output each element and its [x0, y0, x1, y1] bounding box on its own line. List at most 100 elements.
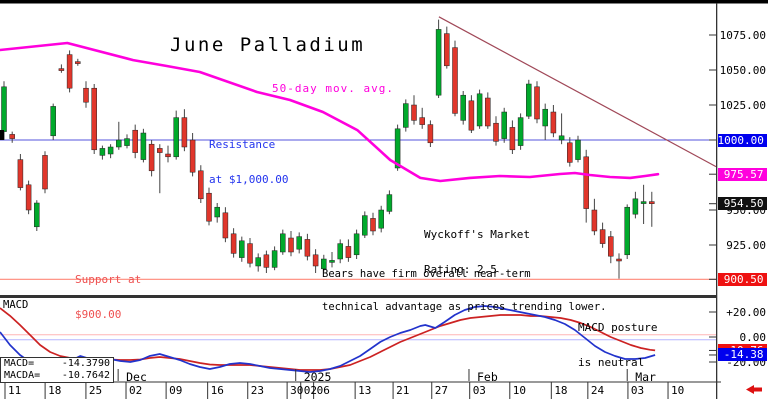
candle-body	[42, 155, 48, 190]
candle-body	[575, 139, 581, 160]
candle-body	[214, 206, 220, 218]
candle-body	[435, 29, 442, 96]
resistance-label-line2: at $1,000.00	[209, 172, 289, 186]
candle-body	[378, 209, 384, 229]
date-tick-label: 30	[290, 384, 304, 397]
candle-body	[534, 86, 540, 120]
macd-axis-highlight-blue: -14.38	[717, 348, 767, 362]
candle-body	[649, 201, 655, 204]
candle-body	[124, 138, 130, 146]
macd-readout-value: -14.3790	[61, 358, 110, 369]
candle-body	[148, 143, 155, 172]
candle-body	[173, 117, 179, 158]
candle-body	[493, 122, 499, 142]
market-rating-line2: Rating: 2.5	[424, 262, 497, 276]
macd-readout-label: MACD=	[4, 358, 35, 369]
candle-body	[271, 250, 278, 268]
chart-title: June Palladium	[170, 34, 366, 56]
candle-body	[75, 61, 81, 64]
macd-panel-top-border	[0, 295, 716, 298]
date-tick-label: 27	[434, 384, 448, 397]
price-axis-highlight-red: 900.50	[717, 272, 767, 286]
date-tick-label: 25	[88, 384, 103, 397]
resistance-label: Resistance at $1,000.00	[209, 116, 288, 208]
support-label: Support at $900.00	[75, 251, 141, 343]
candle-body	[485, 97, 491, 127]
candle-body	[304, 239, 311, 257]
candle-body	[608, 236, 614, 257]
candle-body	[198, 170, 204, 200]
macd-readout-box: MACD= -14.3790 MACDA= -10.7642	[0, 357, 114, 383]
date-tick-label: 24	[590, 384, 605, 397]
candle-body	[567, 142, 573, 163]
scroll-arrow-icon[interactable]	[746, 385, 762, 394]
candle-body	[312, 254, 319, 267]
candle-body	[206, 192, 212, 222]
macd-axis-label: 0.00	[739, 331, 767, 344]
candle-body	[263, 254, 270, 268]
resistance-label-line1: Resistance	[209, 138, 276, 151]
candle-body	[394, 128, 401, 169]
candle-body	[247, 243, 253, 264]
price-axis-highlight-magenta: 975.57	[717, 167, 767, 181]
support-label-line1: Support at	[75, 273, 142, 286]
price-axis-label: 925.00	[726, 239, 766, 252]
candle-body	[280, 233, 286, 253]
macd-readout-row: MACD= -14.3790	[1, 358, 113, 370]
price-axis-highlight-blue: 1000.00	[717, 133, 767, 147]
candle-body	[583, 156, 589, 209]
macd-panel-label: MACD	[3, 299, 29, 311]
candle-body	[239, 240, 245, 258]
candle-body	[9, 134, 15, 139]
date-axis-border	[0, 381, 721, 383]
macd-posture-line1: MACD posture	[578, 321, 658, 334]
candle-body	[107, 146, 114, 155]
macda-readout-label: MACDA=	[4, 370, 41, 381]
candle-body	[526, 83, 532, 117]
date-tick-label: 13	[358, 384, 372, 397]
date-tick-label: 02	[303, 384, 317, 397]
candle-body	[386, 194, 393, 212]
date-tick-label: 02	[129, 384, 143, 397]
candle-body	[329, 260, 335, 263]
candle-body	[550, 111, 557, 134]
candle-body	[345, 246, 352, 258]
macd-axis-label: +20.00	[726, 306, 766, 319]
candle-body	[632, 198, 639, 215]
candle-body	[640, 201, 647, 204]
price-axis-highlight-black: 954.50	[717, 197, 767, 211]
candle-body	[165, 153, 171, 158]
candle-body	[542, 108, 548, 127]
candle-body	[599, 229, 606, 244]
candle-body	[444, 33, 450, 67]
candle-body	[616, 258, 622, 262]
commentary-line1: Bears have firm overall near-term	[322, 268, 531, 280]
candle-body	[255, 257, 261, 267]
date-tick-label: 18	[554, 384, 568, 397]
candle-body	[181, 117, 188, 148]
candle-body	[411, 104, 417, 121]
market-rating-label: Wyckoff's Market Rating: 2.5	[424, 206, 530, 298]
candle-body	[91, 87, 97, 151]
candle-body	[25, 184, 32, 211]
top-border	[0, 0, 768, 4]
price-axis-label: 1050.00	[719, 64, 766, 77]
macd-posture-label: MACD posture is neutral	[578, 299, 657, 391]
support-label-line2: $900.00	[75, 307, 122, 321]
moving-average-label: 50-day mov. avg.	[272, 82, 394, 95]
month-label: 2025	[303, 369, 332, 384]
candle-body	[83, 87, 89, 103]
candle-body	[296, 236, 302, 250]
macd-posture-line2: is neutral	[578, 355, 645, 369]
date-tick-label: 10	[671, 384, 685, 397]
candle-body	[476, 93, 483, 127]
date-tick-label: 16	[210, 384, 224, 397]
market-rating-line1: Wyckoff's Market	[424, 228, 530, 241]
commentary-line2: technical advantage as prices trending l…	[322, 301, 607, 313]
candle-body	[509, 127, 516, 151]
month-label: Feb	[476, 369, 498, 384]
candle-body	[132, 129, 138, 153]
candle-body	[370, 218, 376, 232]
